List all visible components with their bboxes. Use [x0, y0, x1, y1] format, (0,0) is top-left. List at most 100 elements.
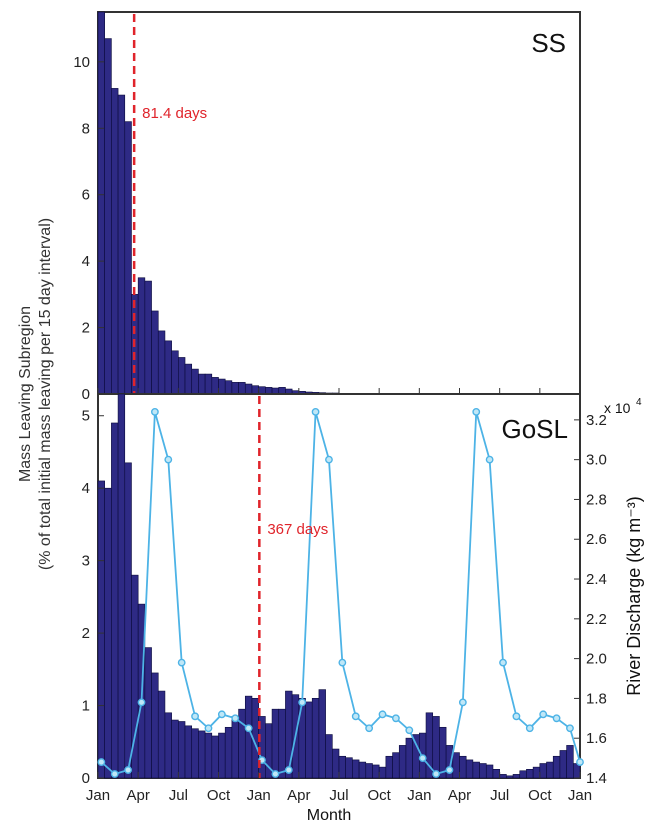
- ss-bar: [184, 363, 193, 395]
- gosl-bar: [546, 761, 554, 779]
- ss-y-tick-label: 2: [82, 320, 90, 337]
- ss-bar: [224, 380, 233, 395]
- gosl-bar: [151, 672, 159, 779]
- river-discharge-point: [378, 710, 387, 719]
- gosl-bar: [191, 728, 199, 779]
- river-discharge-point: [217, 710, 226, 719]
- gosl-bar: [459, 755, 467, 779]
- ss-bar: [171, 350, 179, 395]
- gosl-bar: [144, 647, 152, 779]
- x-tick-label: Jan: [407, 787, 431, 804]
- gosl-bar: [365, 763, 373, 779]
- x-tick-label: Oct: [367, 787, 391, 804]
- river-discharge-point: [552, 714, 561, 723]
- river-discharge-point: [164, 455, 173, 464]
- gosl-bar: [338, 755, 346, 779]
- right-y-tick-label: 3.0: [586, 452, 607, 469]
- x-tick-label: Jul: [169, 787, 188, 804]
- gosl-bar: [352, 759, 360, 779]
- river-discharge-point: [566, 724, 574, 733]
- right-axis-multiplier-base: x 10: [604, 400, 631, 416]
- river-discharge-point: [458, 698, 467, 707]
- gosl-bar: [499, 774, 507, 779]
- ss-bar: [258, 386, 266, 395]
- river-discharge-line: [100, 411, 581, 776]
- panel-ss-y-ticks: 0 2 4 6 8 10: [73, 54, 104, 403]
- x-tick-label: Oct: [528, 787, 552, 804]
- gosl-bar: [472, 761, 480, 779]
- river-discharge-point: [124, 766, 133, 774]
- gosl-bar: [345, 757, 353, 779]
- ss-bar: [231, 382, 239, 395]
- ss-bar: [157, 330, 166, 395]
- gosl-bar: [178, 721, 186, 779]
- ss-bar: [251, 385, 259, 395]
- river-discharge-point: [445, 766, 454, 774]
- x-tick-label: Oct: [207, 787, 231, 804]
- gosl-bar: [211, 735, 219, 779]
- gosl-bar: [358, 761, 367, 779]
- ss-bar: [111, 88, 119, 395]
- panel-gosl: 0 1 2 3 4 5 1.4 1.6 1.8 2.0 2.2 2.4 2.6 2.8 3.0 3.2 36…: [82, 393, 642, 787]
- gosl-bar: [378, 766, 387, 779]
- x-tick-label: Apr: [448, 787, 471, 804]
- panel-ss-annotation: 81.4 days: [142, 105, 207, 122]
- panel-gosl-bars: [97, 393, 581, 779]
- gosl-bar: [485, 764, 494, 779]
- gosl-bar: [392, 752, 400, 779]
- panel-ss-label: SS: [531, 28, 566, 58]
- ss-y-tick-label: 0: [82, 386, 90, 403]
- right-y-tick-label: 2.8: [586, 491, 607, 508]
- gosl-y-tick-label: 5: [82, 408, 90, 425]
- ss-y-tick-label: 10: [73, 54, 90, 71]
- panel-gosl-label: GoSL: [502, 414, 569, 444]
- ss-y-tick-label: 8: [82, 120, 90, 137]
- ss-bar: [104, 38, 112, 395]
- right-y-tick-label: 2.4: [586, 571, 607, 588]
- ss-bar: [164, 340, 172, 395]
- gosl-bar: [184, 725, 193, 779]
- gosl-bar: [285, 690, 293, 779]
- river-discharge-point: [150, 408, 159, 416]
- gosl-bar: [452, 752, 460, 779]
- ss-y-tick-label: 4: [82, 253, 90, 270]
- gosl-bar: [492, 769, 500, 779]
- river-discharge-point: [244, 724, 253, 733]
- right-y-tick-label: 1.4: [586, 770, 607, 787]
- gosl-bar: [372, 764, 380, 779]
- river-discharge-point: [110, 770, 119, 778]
- x-tick-label: Apr: [287, 787, 310, 804]
- gosl-bar: [479, 763, 487, 779]
- ss-bar: [151, 310, 159, 395]
- right-y-tick-label: 3.2: [586, 412, 607, 429]
- gosl-bar: [224, 726, 233, 779]
- river-discharge-point: [351, 712, 360, 721]
- gosl-bar: [218, 732, 226, 779]
- x-axis-ticks: Jan Apr Jul Oct Jan Apr Jul Oct Jan Apr Jul Oct Jan: [86, 388, 592, 804]
- gosl-bar: [311, 697, 320, 779]
- gosl-y-tick-label: 1: [82, 698, 90, 715]
- river-discharge-point: [391, 714, 400, 723]
- river-discharge-point: [311, 408, 320, 416]
- y-axis-label-line1: Mass Leaving Subregion: [17, 306, 34, 482]
- right-y-tick-label: 1.6: [586, 730, 607, 747]
- river-discharge-point: [231, 714, 240, 723]
- gosl-bar: [385, 755, 393, 779]
- gosl-bar: [559, 750, 567, 779]
- ss-bar: [178, 357, 186, 395]
- right-y-tick-label: 2.2: [586, 611, 607, 628]
- panel-gosl-y-ticks: 0 1 2 3 4 5: [82, 408, 104, 787]
- gosl-bar: [506, 775, 514, 779]
- river-discharge-point: [472, 408, 481, 416]
- gosl-bar: [198, 730, 206, 779]
- ss-bar: [238, 382, 246, 395]
- gosl-y-tick-label: 2: [82, 625, 90, 642]
- river-discharge-point: [338, 658, 347, 667]
- river-discharge-point: [499, 658, 507, 667]
- river-discharge-point: [405, 726, 414, 735]
- gosl-bar: [278, 708, 286, 779]
- river-discharge-point: [204, 724, 213, 733]
- x-tick-label: Apr: [126, 787, 149, 804]
- gosl-bar: [332, 748, 340, 779]
